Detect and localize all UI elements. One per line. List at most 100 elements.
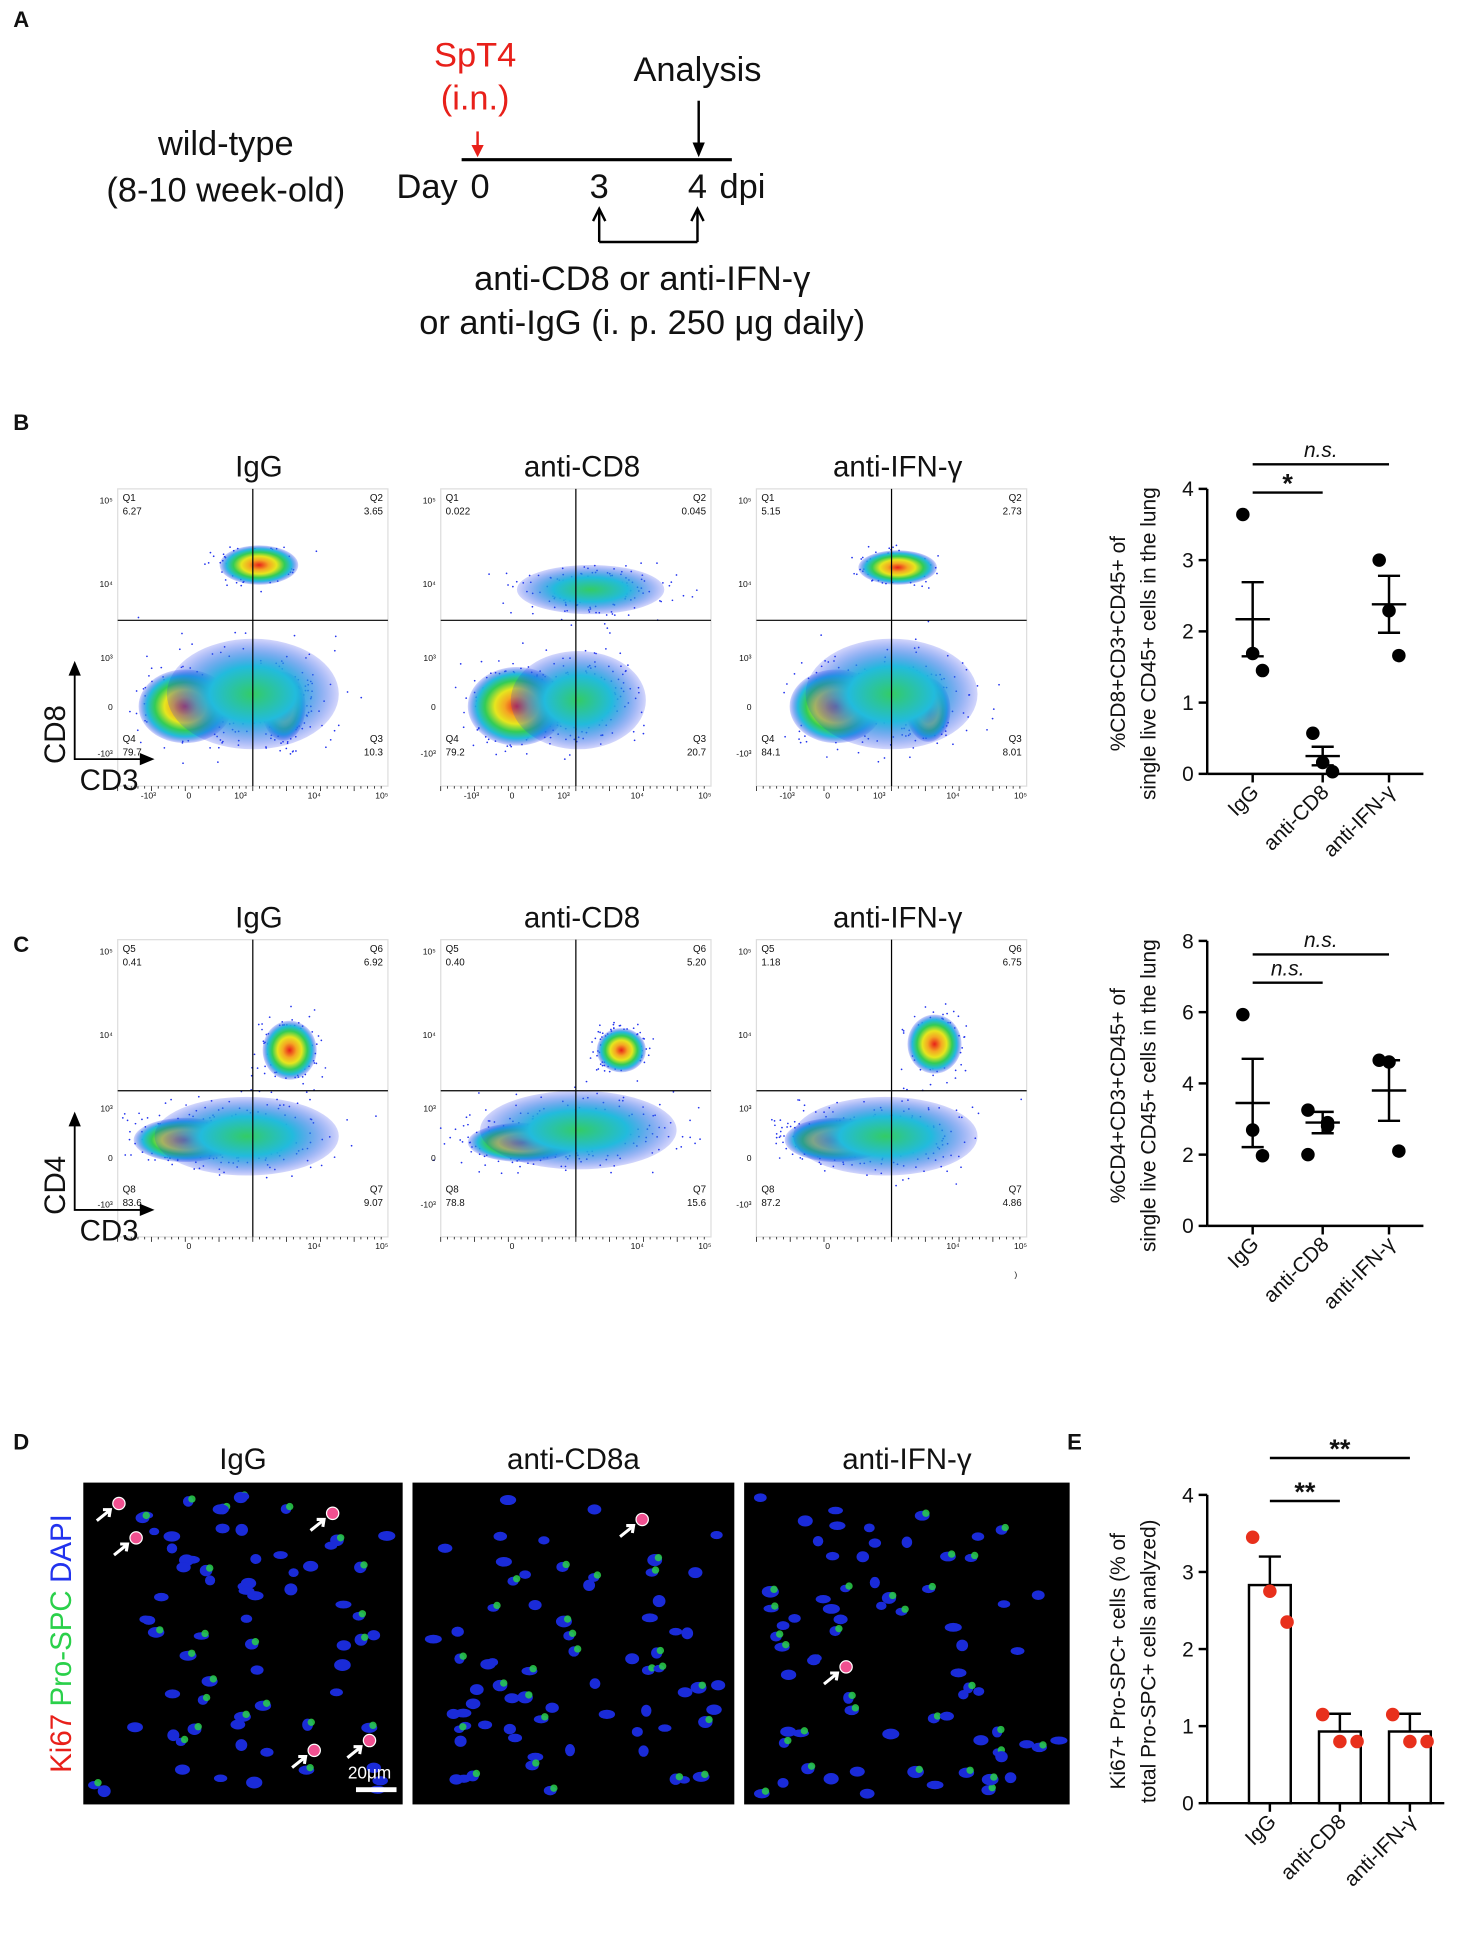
nucleus [1004, 1772, 1017, 1784]
category-label: anti-IFN-γ [1319, 1232, 1400, 1313]
quadrant-value: 4.86 [1003, 1198, 1023, 1209]
event [289, 753, 292, 755]
event [695, 589, 698, 592]
category-label: IgG [1241, 1810, 1281, 1850]
y-axis-label: single live CD45+ cells in the lung [1138, 939, 1161, 1252]
event [594, 1037, 597, 1040]
event [302, 1082, 305, 1085]
pro-spc [593, 1571, 602, 1579]
event [443, 1143, 446, 1145]
y-axis-label: CD4 [39, 1156, 72, 1215]
pro-spc [654, 1553, 663, 1562]
data-point [1245, 1530, 1260, 1545]
nucleus [97, 1785, 111, 1798]
event [601, 1032, 604, 1035]
quadrant-name: Q2 [1009, 493, 1022, 504]
event [660, 600, 663, 603]
event [121, 1117, 124, 1119]
event [697, 1106, 700, 1109]
event [334, 635, 337, 638]
y-tick-label: 4 [1182, 1073, 1194, 1096]
event [627, 664, 629, 667]
event [648, 1047, 651, 1050]
event [689, 1119, 691, 1122]
nucleus [583, 1579, 596, 1592]
event [773, 1119, 776, 1122]
event [505, 572, 508, 575]
analysis: Analysis [633, 51, 761, 89]
quadrant-name: Q2 [693, 493, 706, 504]
y-tick-label: 10⁴ [738, 1030, 752, 1040]
quadrant-name: Q3 [370, 734, 384, 745]
y-tick-label: 10³ [739, 1104, 752, 1114]
nucleus [240, 1577, 257, 1589]
event [670, 581, 673, 583]
pro-spc [550, 1784, 558, 1792]
event [126, 1119, 129, 1122]
x-tick-label: 10⁵ [698, 790, 712, 800]
event [545, 649, 548, 652]
axis-arrows [73, 1117, 149, 1211]
y-tick-label: 1 [1182, 1715, 1194, 1738]
event [568, 754, 571, 756]
event [263, 1072, 266, 1075]
quadrant-name: Q7 [370, 1185, 383, 1196]
event [689, 1136, 692, 1139]
event [512, 662, 514, 665]
quadrant-value: 5.20 [687, 957, 707, 968]
event [146, 1117, 149, 1119]
event [952, 743, 954, 746]
data-point [1325, 764, 1340, 779]
event [563, 758, 566, 761]
event [478, 1171, 481, 1173]
event [610, 1028, 612, 1031]
event [467, 1123, 469, 1126]
nucleus [493, 1531, 508, 1541]
significance: ** [1329, 1434, 1351, 1464]
event [803, 1104, 806, 1107]
quadrant-name: Q7 [693, 1185, 706, 1196]
event [861, 556, 864, 559]
pro-spc [651, 1566, 660, 1574]
pro-spc [500, 1679, 508, 1687]
nucleus [284, 1583, 298, 1596]
nucleus [882, 1728, 900, 1740]
flow-plot: anti-CD8 Q5 0.40 Q6 5.20 Q8 78.8 Q7 15.6 10⁵ 10⁴ 10… [421, 901, 712, 1251]
x-tick-label: 10⁵ [1014, 790, 1028, 800]
event [191, 643, 193, 645]
pro-spc [658, 1662, 667, 1670]
event [976, 685, 979, 687]
data-point [1420, 1734, 1434, 1749]
flow-title: IgG [235, 451, 283, 484]
pro-spc [563, 1615, 572, 1623]
event [147, 1159, 150, 1161]
event [333, 729, 336, 732]
event [681, 1135, 684, 1138]
event [927, 620, 930, 623]
y-tick-label: 6 [1182, 1002, 1194, 1025]
event [465, 697, 468, 699]
event [656, 562, 658, 564]
nucleus [504, 1693, 520, 1704]
event [785, 1147, 788, 1150]
event [463, 711, 465, 714]
nucleus [825, 1551, 840, 1561]
chart: 0 1 2 3 4 Ki67+ Pro-SPC+ cells (% of total Pro… [1107, 1434, 1445, 1891]
quadrant-value: 79.7 [123, 747, 142, 758]
x-tick-label: 10⁴ [946, 790, 960, 800]
density [219, 545, 299, 585]
event [955, 1183, 958, 1185]
pro-spc [369, 1721, 377, 1730]
event [782, 1141, 784, 1144]
nucleus [631, 1726, 643, 1737]
arrow-head [591, 206, 705, 222]
nucleus [174, 1764, 190, 1775]
event [360, 696, 363, 699]
density [154, 1096, 339, 1176]
pro-spc [459, 1652, 467, 1660]
event [932, 1074, 934, 1077]
nucleus [950, 1668, 967, 1678]
quadrant-value: 79.2 [446, 747, 465, 758]
event [449, 1136, 452, 1139]
